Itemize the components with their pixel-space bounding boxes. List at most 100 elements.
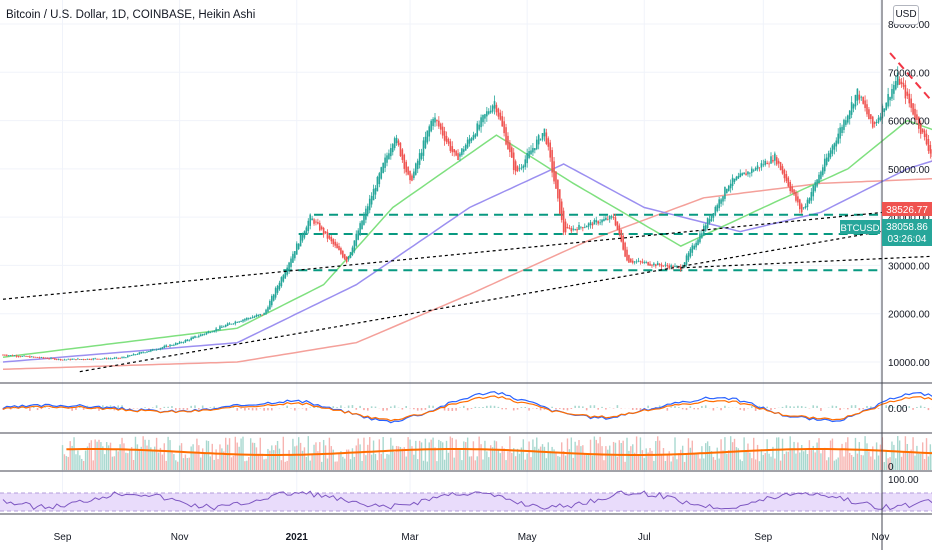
- candle-body: [738, 176, 740, 179]
- volume-bar: [310, 461, 311, 470]
- volume-bar: [137, 444, 138, 470]
- x-tick-label: Nov: [171, 532, 189, 543]
- volume-bar: [838, 458, 839, 470]
- candle-body: [110, 358, 112, 359]
- candle-body: [774, 154, 776, 161]
- volume-bar: [62, 445, 63, 470]
- candle-body: [534, 148, 536, 150]
- volume-bar: [661, 455, 662, 470]
- volume-bar: [832, 439, 833, 470]
- candle-body: [448, 139, 450, 144]
- volume-bar: [853, 457, 854, 470]
- candle-body: [455, 151, 457, 156]
- volume-bar: [254, 443, 255, 470]
- candle-body: [123, 357, 125, 358]
- candle-body: [632, 261, 634, 263]
- volume-bar: [574, 442, 575, 470]
- macd-hist-bar: [478, 407, 480, 408]
- candle-body: [492, 106, 494, 112]
- candle-body: [192, 337, 194, 339]
- candle-body: [630, 259, 632, 263]
- candle-body: [440, 124, 442, 130]
- volume-bar: [286, 461, 287, 470]
- volume-bar: [471, 456, 472, 470]
- candle-body: [258, 315, 260, 316]
- candle-body: [25, 356, 27, 357]
- volume-bar: [886, 450, 887, 470]
- volume-bar: [715, 460, 716, 470]
- macd-hist-bar: [786, 405, 788, 408]
- candle-body: [252, 317, 254, 318]
- macd-hist-bar: [386, 408, 388, 410]
- candle-body: [761, 163, 763, 167]
- macd-hist-bar: [682, 408, 684, 409]
- ma-mid-line: [3, 145, 932, 362]
- candle-body: [538, 135, 540, 144]
- candle-body: [369, 199, 371, 210]
- candle-body: [876, 122, 878, 123]
- candle-body: [294, 251, 296, 258]
- candle-body: [565, 222, 567, 233]
- chart-title: Bitcoin / U.S. Dollar, 1D, COINBASE, Hei…: [6, 9, 255, 21]
- volume-bar: [816, 443, 817, 470]
- volume-bar: [354, 457, 355, 470]
- volume-bar: [717, 448, 718, 470]
- volume-bar: [208, 441, 209, 470]
- candle-body: [590, 222, 592, 225]
- volume-bar: [315, 442, 316, 470]
- support-levels: [283, 215, 880, 271]
- volume-bar: [555, 452, 556, 470]
- candle-body: [891, 89, 893, 99]
- candle-body: [81, 359, 83, 360]
- macd-hist-bar: [885, 405, 887, 408]
- volume-bar: [125, 453, 126, 470]
- candle-body: [751, 169, 753, 173]
- volume-bar: [338, 453, 339, 470]
- currency-button[interactable]: USD: [893, 5, 919, 25]
- candle-body: [213, 331, 215, 332]
- candle-body: [100, 359, 102, 360]
- candle-body: [857, 89, 859, 101]
- candle-body: [805, 206, 807, 208]
- candle-body: [843, 120, 845, 130]
- macd-hist-bar: [859, 408, 861, 410]
- macd-hist-bar: [117, 405, 119, 408]
- candle-body: [417, 161, 419, 169]
- candle-body: [85, 359, 87, 360]
- candle-body: [250, 318, 252, 319]
- volume-bar: [790, 436, 791, 470]
- volume-bar: [843, 457, 844, 470]
- candle-body: [763, 164, 765, 165]
- volume-bar: [423, 461, 424, 470]
- candle-body: [415, 163, 417, 174]
- candle-body: [594, 220, 596, 225]
- macd-hist-bar: [187, 408, 189, 410]
- candle-body: [576, 229, 578, 230]
- volume-bar: [557, 456, 558, 470]
- volume-bar: [478, 437, 479, 470]
- volume-bar: [407, 437, 408, 470]
- macd-hist-bar: [667, 408, 669, 411]
- candle-body: [413, 172, 415, 179]
- macd-hist-bar: [37, 408, 39, 410]
- candle-body: [158, 349, 160, 350]
- volume-bar: [290, 455, 291, 470]
- macd-hist-bar: [171, 406, 173, 408]
- candle-body: [569, 228, 571, 229]
- macd-hist-bar: [144, 407, 146, 408]
- macd-hist-bar: [467, 408, 469, 410]
- volume-bar: [166, 461, 167, 470]
- macd-hist-bar: [213, 407, 215, 408]
- volume-bar: [859, 442, 860, 470]
- candle-body: [786, 174, 788, 181]
- volume-bar: [682, 446, 683, 470]
- volume-bar: [523, 439, 524, 470]
- candle-body: [96, 359, 98, 360]
- candle-body: [340, 248, 342, 254]
- candle-body: [46, 358, 48, 359]
- candle-body: [907, 92, 909, 96]
- volume-bar: [110, 443, 111, 470]
- candle-body: [478, 125, 480, 130]
